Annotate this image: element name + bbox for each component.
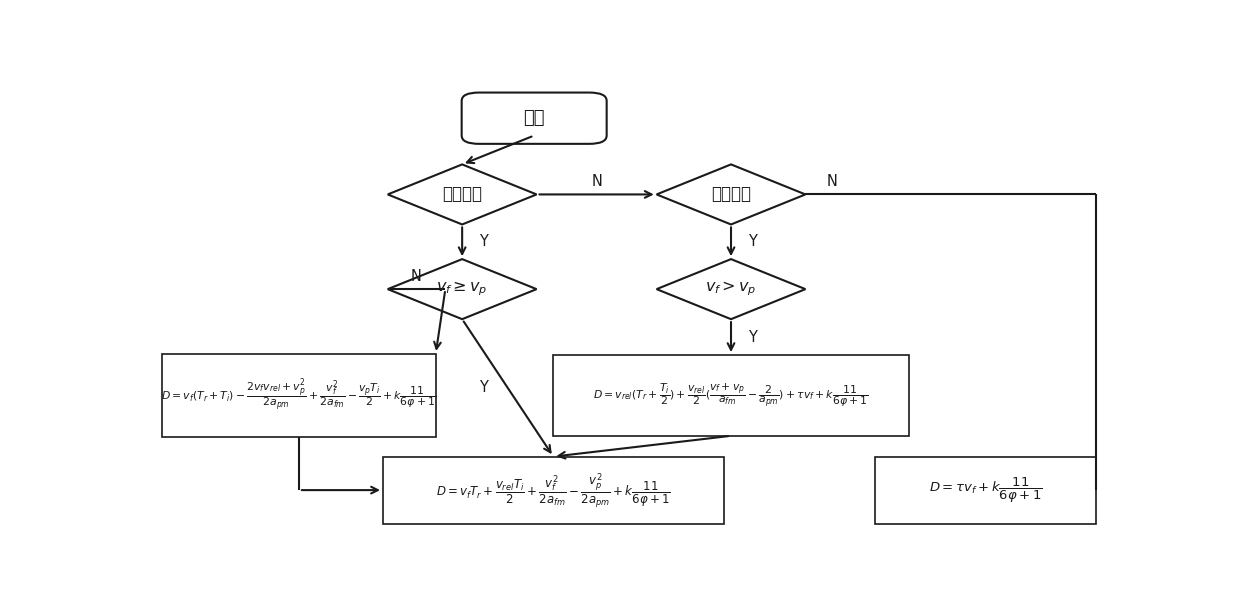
Text: $v_f > v_p$: $v_f > v_p$ xyxy=(705,280,757,298)
Text: Y: Y xyxy=(478,380,488,395)
Text: $v_f \geq v_p$: $v_f \geq v_p$ xyxy=(436,280,488,298)
FancyBboxPatch shape xyxy=(554,355,908,436)
Text: 前车匀速: 前车匀速 xyxy=(711,185,751,203)
Text: Y: Y xyxy=(747,329,757,344)
Polygon shape xyxy=(657,164,805,224)
Text: Y: Y xyxy=(478,234,488,249)
Text: 前车制动: 前车制动 xyxy=(442,185,482,203)
Polygon shape xyxy=(388,164,536,224)
Text: N: N xyxy=(591,174,602,189)
FancyBboxPatch shape xyxy=(162,354,436,437)
Polygon shape xyxy=(657,259,805,319)
Polygon shape xyxy=(388,259,536,319)
Text: 开始: 开始 xyxy=(523,109,545,127)
Text: N: N xyxy=(826,174,838,189)
Text: $D=v_fT_r+\dfrac{v_{rel}T_i}{2}+\dfrac{v_f^2}{2a_{fm}}-\dfrac{v_p^2}{2a_{pm}}+k\: $D=v_fT_r+\dfrac{v_{rel}T_i}{2}+\dfrac{v… xyxy=(436,470,670,509)
Text: Y: Y xyxy=(747,234,757,249)
Text: $D=v_f(T_r+T_i)-\dfrac{2v_fv_{rel}+v_p^2}{2a_{pm}}+\dfrac{v_f^2}{2a_{fm}}-\dfrac: $D=v_f(T_r+T_i)-\dfrac{2v_fv_{rel}+v_p^2… xyxy=(161,377,436,414)
FancyBboxPatch shape xyxy=(383,457,724,524)
Text: $D=v_{rel}(T_r+\dfrac{T_i}{2})+\dfrac{v_{rel}}{2}(\dfrac{v_f+v_p}{a_{fm}}-\dfrac: $D=v_{rel}(T_r+\dfrac{T_i}{2})+\dfrac{v_… xyxy=(593,382,869,409)
Text: $D=\tau v_f+k\dfrac{11}{6\varphi+1}$: $D=\tau v_f+k\dfrac{11}{6\varphi+1}$ xyxy=(928,476,1042,505)
FancyBboxPatch shape xyxy=(462,92,607,144)
Text: N: N xyxy=(411,269,422,284)
FancyBboxPatch shape xyxy=(875,457,1097,524)
